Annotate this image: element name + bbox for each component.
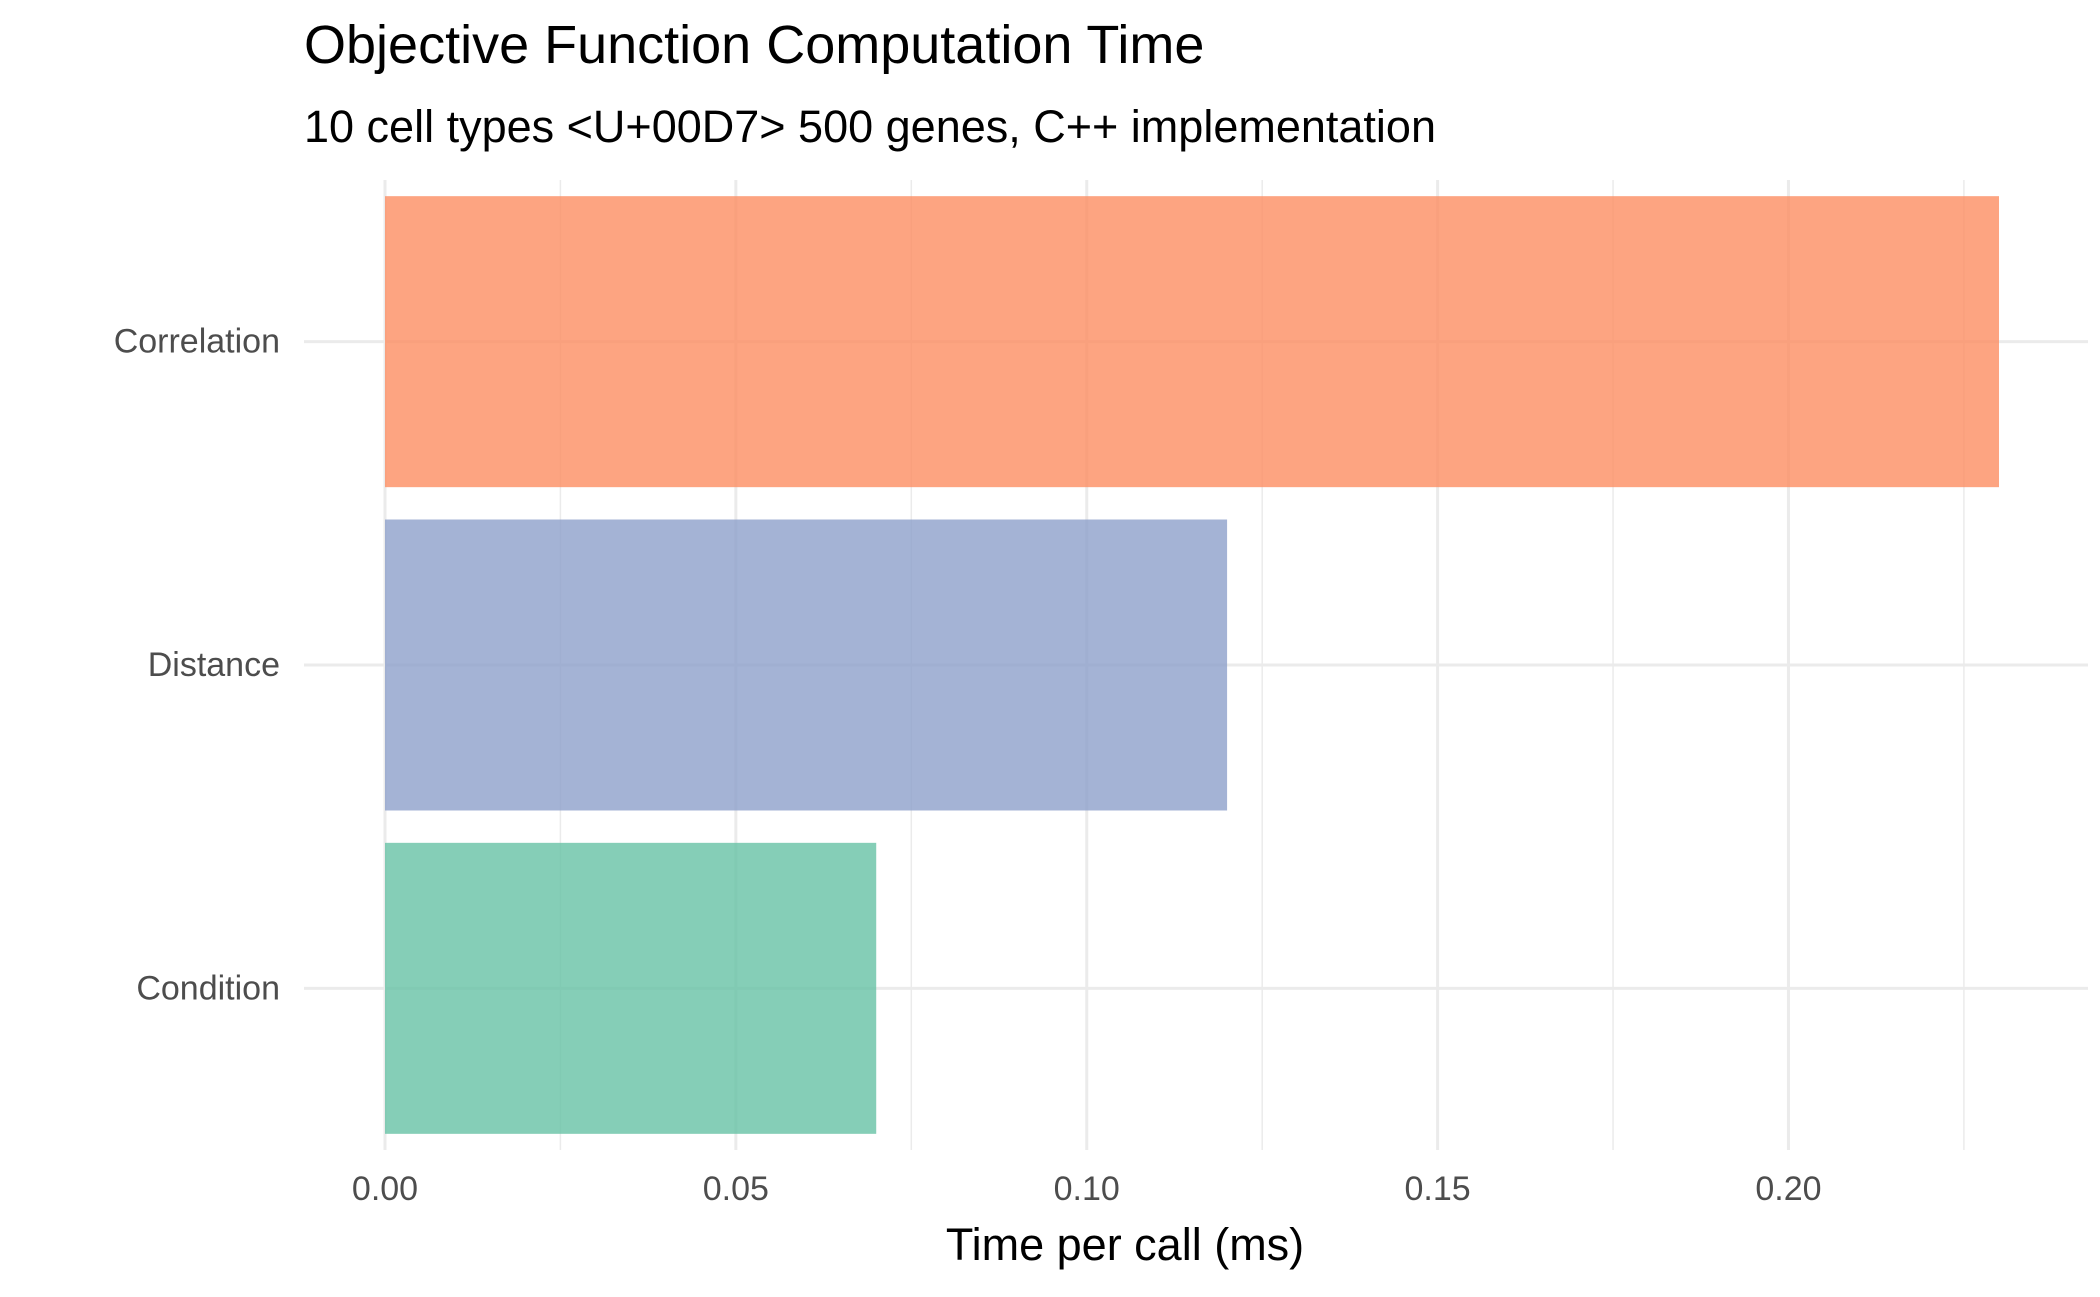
x-tick-label: 0.05: [703, 1170, 769, 1208]
bar-distance: [385, 519, 1228, 811]
x-axis-title: Time per call (ms): [946, 1219, 1304, 1270]
y-tick-label-condition: Condition: [136, 969, 280, 1007]
y-tick-label-distance: Distance: [148, 646, 280, 684]
bar-condition: [385, 842, 877, 1134]
bar-correlation: [385, 196, 1999, 488]
x-tick-label: 0.00: [352, 1170, 418, 1208]
chart-title: Objective Function Computation Time: [304, 15, 1204, 75]
chart-subtitle: 10 cell types <U+00D7> 500 genes, C++ im…: [304, 101, 1436, 152]
x-axis-tick-labels: 0.00 0.05 0.10 0.15 0.20: [352, 1170, 1822, 1208]
y-tick-label-correlation: Correlation: [114, 323, 280, 361]
y-axis-tick-labels: Condition Distance Correlation: [114, 323, 280, 1008]
x-tick-label: 0.20: [1755, 1170, 1821, 1208]
bars: [385, 196, 1999, 1134]
x-tick-label: 0.15: [1405, 1170, 1471, 1208]
x-tick-label: 0.10: [1054, 1170, 1120, 1208]
